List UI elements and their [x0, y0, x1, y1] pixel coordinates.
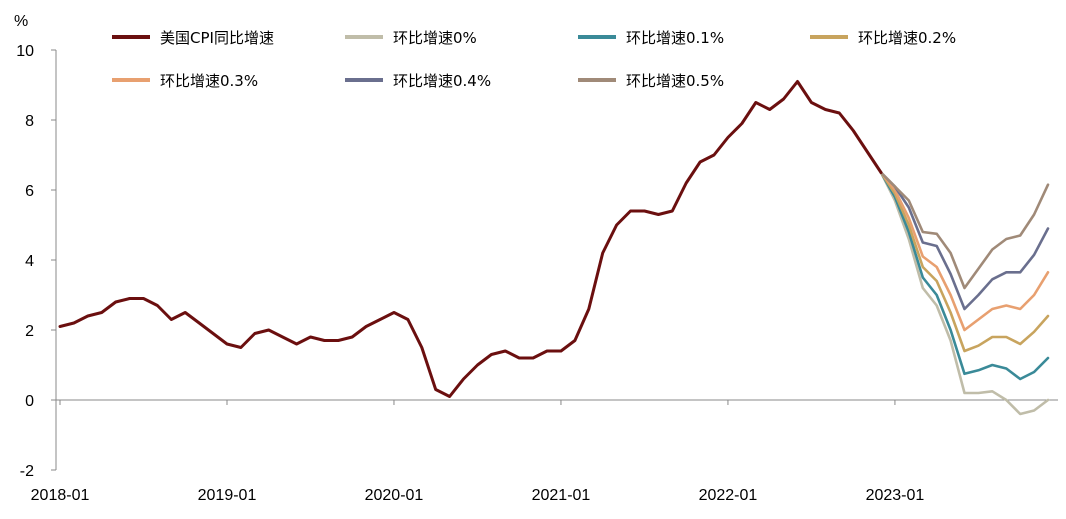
legend-label: 美国CPI同比增速 — [160, 29, 274, 47]
series-line — [879, 171, 1050, 353]
y-tick-label: 10 — [16, 43, 34, 60]
y-axis: -2 0 2 4 6 8 10 — [16, 43, 57, 480]
series-line — [879, 171, 1050, 381]
legend-label: 环比增速0.4% — [393, 72, 491, 90]
y-tick-label: 2 — [25, 323, 34, 340]
legend-label: 环比增速0.3% — [160, 72, 258, 90]
x-tick-label: 2019-01 — [198, 487, 257, 504]
y-tick-label: -2 — [20, 463, 34, 480]
legend-label: 环比增速0.2% — [858, 29, 956, 47]
y-tick-label: 8 — [25, 113, 34, 130]
y-tick-label: 6 — [25, 183, 34, 200]
series-group — [58, 80, 1050, 416]
legend-label: 环比增速0.5% — [626, 72, 724, 90]
series-line — [879, 171, 1050, 332]
x-tick-label: 2020-01 — [365, 487, 424, 504]
x-axis: 2018-01 2019-01 2020-01 2021-01 2022-01 2023-… — [31, 399, 1058, 504]
series-line — [879, 171, 1050, 311]
x-tick-label: 2018-01 — [31, 487, 90, 504]
x-tick-label: 2021-01 — [532, 487, 591, 504]
x-tick-label: 2022-01 — [699, 487, 758, 504]
legend: 美国CPI同比增速 环比增速0% 环比增速0.1% 环比增速0.2% 环比增速0.3% 环… — [112, 29, 956, 90]
series-line — [58, 80, 883, 398]
x-tick-label: 2023-01 — [866, 487, 925, 504]
series-line — [879, 171, 1050, 416]
y-axis-unit-label: % — [14, 13, 28, 30]
y-tick-label: 4 — [25, 253, 34, 270]
legend-label: 环比增速0.1% — [626, 29, 724, 47]
y-tick-label: 0 — [25, 393, 34, 410]
legend-label: 环比增速0% — [393, 29, 477, 47]
series-line — [879, 171, 1050, 290]
